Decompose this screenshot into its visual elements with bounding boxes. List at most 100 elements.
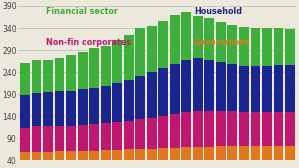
Bar <box>55 151 65 160</box>
Bar <box>205 147 214 160</box>
Bar <box>181 12 191 60</box>
Bar <box>228 111 237 146</box>
Text: Household: Household <box>194 7 242 16</box>
Bar <box>101 150 111 160</box>
Bar <box>251 66 260 112</box>
Bar <box>124 80 134 121</box>
Bar <box>20 63 30 95</box>
Bar <box>158 20 168 68</box>
Bar <box>55 58 65 91</box>
Bar <box>89 48 99 88</box>
Bar <box>112 150 122 160</box>
Bar <box>158 68 168 116</box>
Bar <box>205 18 214 60</box>
Text: Financial sector: Financial sector <box>46 7 118 16</box>
Bar <box>112 40 122 83</box>
Bar <box>285 29 295 65</box>
Bar <box>251 146 260 160</box>
Bar <box>251 112 260 146</box>
Bar <box>274 112 283 146</box>
Bar <box>43 127 53 152</box>
Bar <box>43 152 53 160</box>
Bar <box>147 149 157 160</box>
Bar <box>124 149 134 160</box>
Bar <box>193 147 203 160</box>
Bar <box>181 60 191 112</box>
Bar <box>66 125 76 151</box>
Bar <box>193 58 203 111</box>
Bar <box>147 26 157 72</box>
Bar <box>170 148 180 160</box>
Bar <box>124 121 134 149</box>
Bar <box>285 146 295 160</box>
Bar <box>239 146 249 160</box>
Bar <box>43 60 53 92</box>
Bar <box>112 83 122 122</box>
Bar <box>135 28 145 76</box>
Bar <box>32 93 42 127</box>
Bar <box>78 125 88 151</box>
Bar <box>228 146 237 160</box>
Bar <box>55 125 65 151</box>
Bar <box>228 64 237 111</box>
Bar <box>158 116 168 148</box>
Bar <box>66 55 76 91</box>
Bar <box>32 127 42 152</box>
Bar <box>193 111 203 147</box>
Bar <box>78 151 88 160</box>
Bar <box>285 65 295 112</box>
Bar <box>216 146 226 160</box>
Bar <box>239 66 249 112</box>
Bar <box>205 60 214 111</box>
Bar <box>32 60 42 93</box>
Bar <box>262 112 272 146</box>
Bar <box>193 16 203 58</box>
Bar <box>20 153 30 160</box>
Bar <box>228 25 237 64</box>
Bar <box>147 118 157 149</box>
Bar <box>239 27 249 66</box>
Bar <box>170 64 180 114</box>
Bar <box>78 89 88 125</box>
Bar <box>101 123 111 150</box>
Bar <box>158 148 168 160</box>
Bar <box>239 112 249 146</box>
Bar <box>170 15 180 64</box>
Bar <box>43 92 53 127</box>
Bar <box>66 151 76 160</box>
Bar <box>251 28 260 66</box>
Bar <box>112 122 122 150</box>
Bar <box>66 91 76 125</box>
Bar <box>135 149 145 160</box>
Text: Government: Government <box>194 38 249 47</box>
Bar <box>285 112 295 146</box>
Bar <box>181 112 191 147</box>
Bar <box>262 146 272 160</box>
Bar <box>55 91 65 125</box>
Bar <box>216 111 226 146</box>
Bar <box>89 88 99 124</box>
Bar <box>181 147 191 160</box>
Bar <box>20 95 30 128</box>
Bar <box>262 28 272 66</box>
Bar <box>274 28 283 65</box>
Bar <box>89 124 99 151</box>
Bar <box>170 114 180 148</box>
Bar <box>135 119 145 149</box>
Bar <box>274 146 283 160</box>
Bar <box>101 46 111 86</box>
Bar <box>216 22 226 62</box>
Bar <box>101 86 111 123</box>
Bar <box>262 66 272 112</box>
Bar <box>78 52 88 89</box>
Bar <box>135 76 145 119</box>
Bar <box>20 128 30 153</box>
Bar <box>205 111 214 147</box>
Bar <box>274 65 283 112</box>
Bar <box>147 72 157 118</box>
Bar <box>89 151 99 160</box>
Bar <box>216 62 226 111</box>
Text: Non-fin corporates: Non-fin corporates <box>46 38 131 47</box>
Bar <box>124 35 134 80</box>
Bar <box>32 152 42 160</box>
